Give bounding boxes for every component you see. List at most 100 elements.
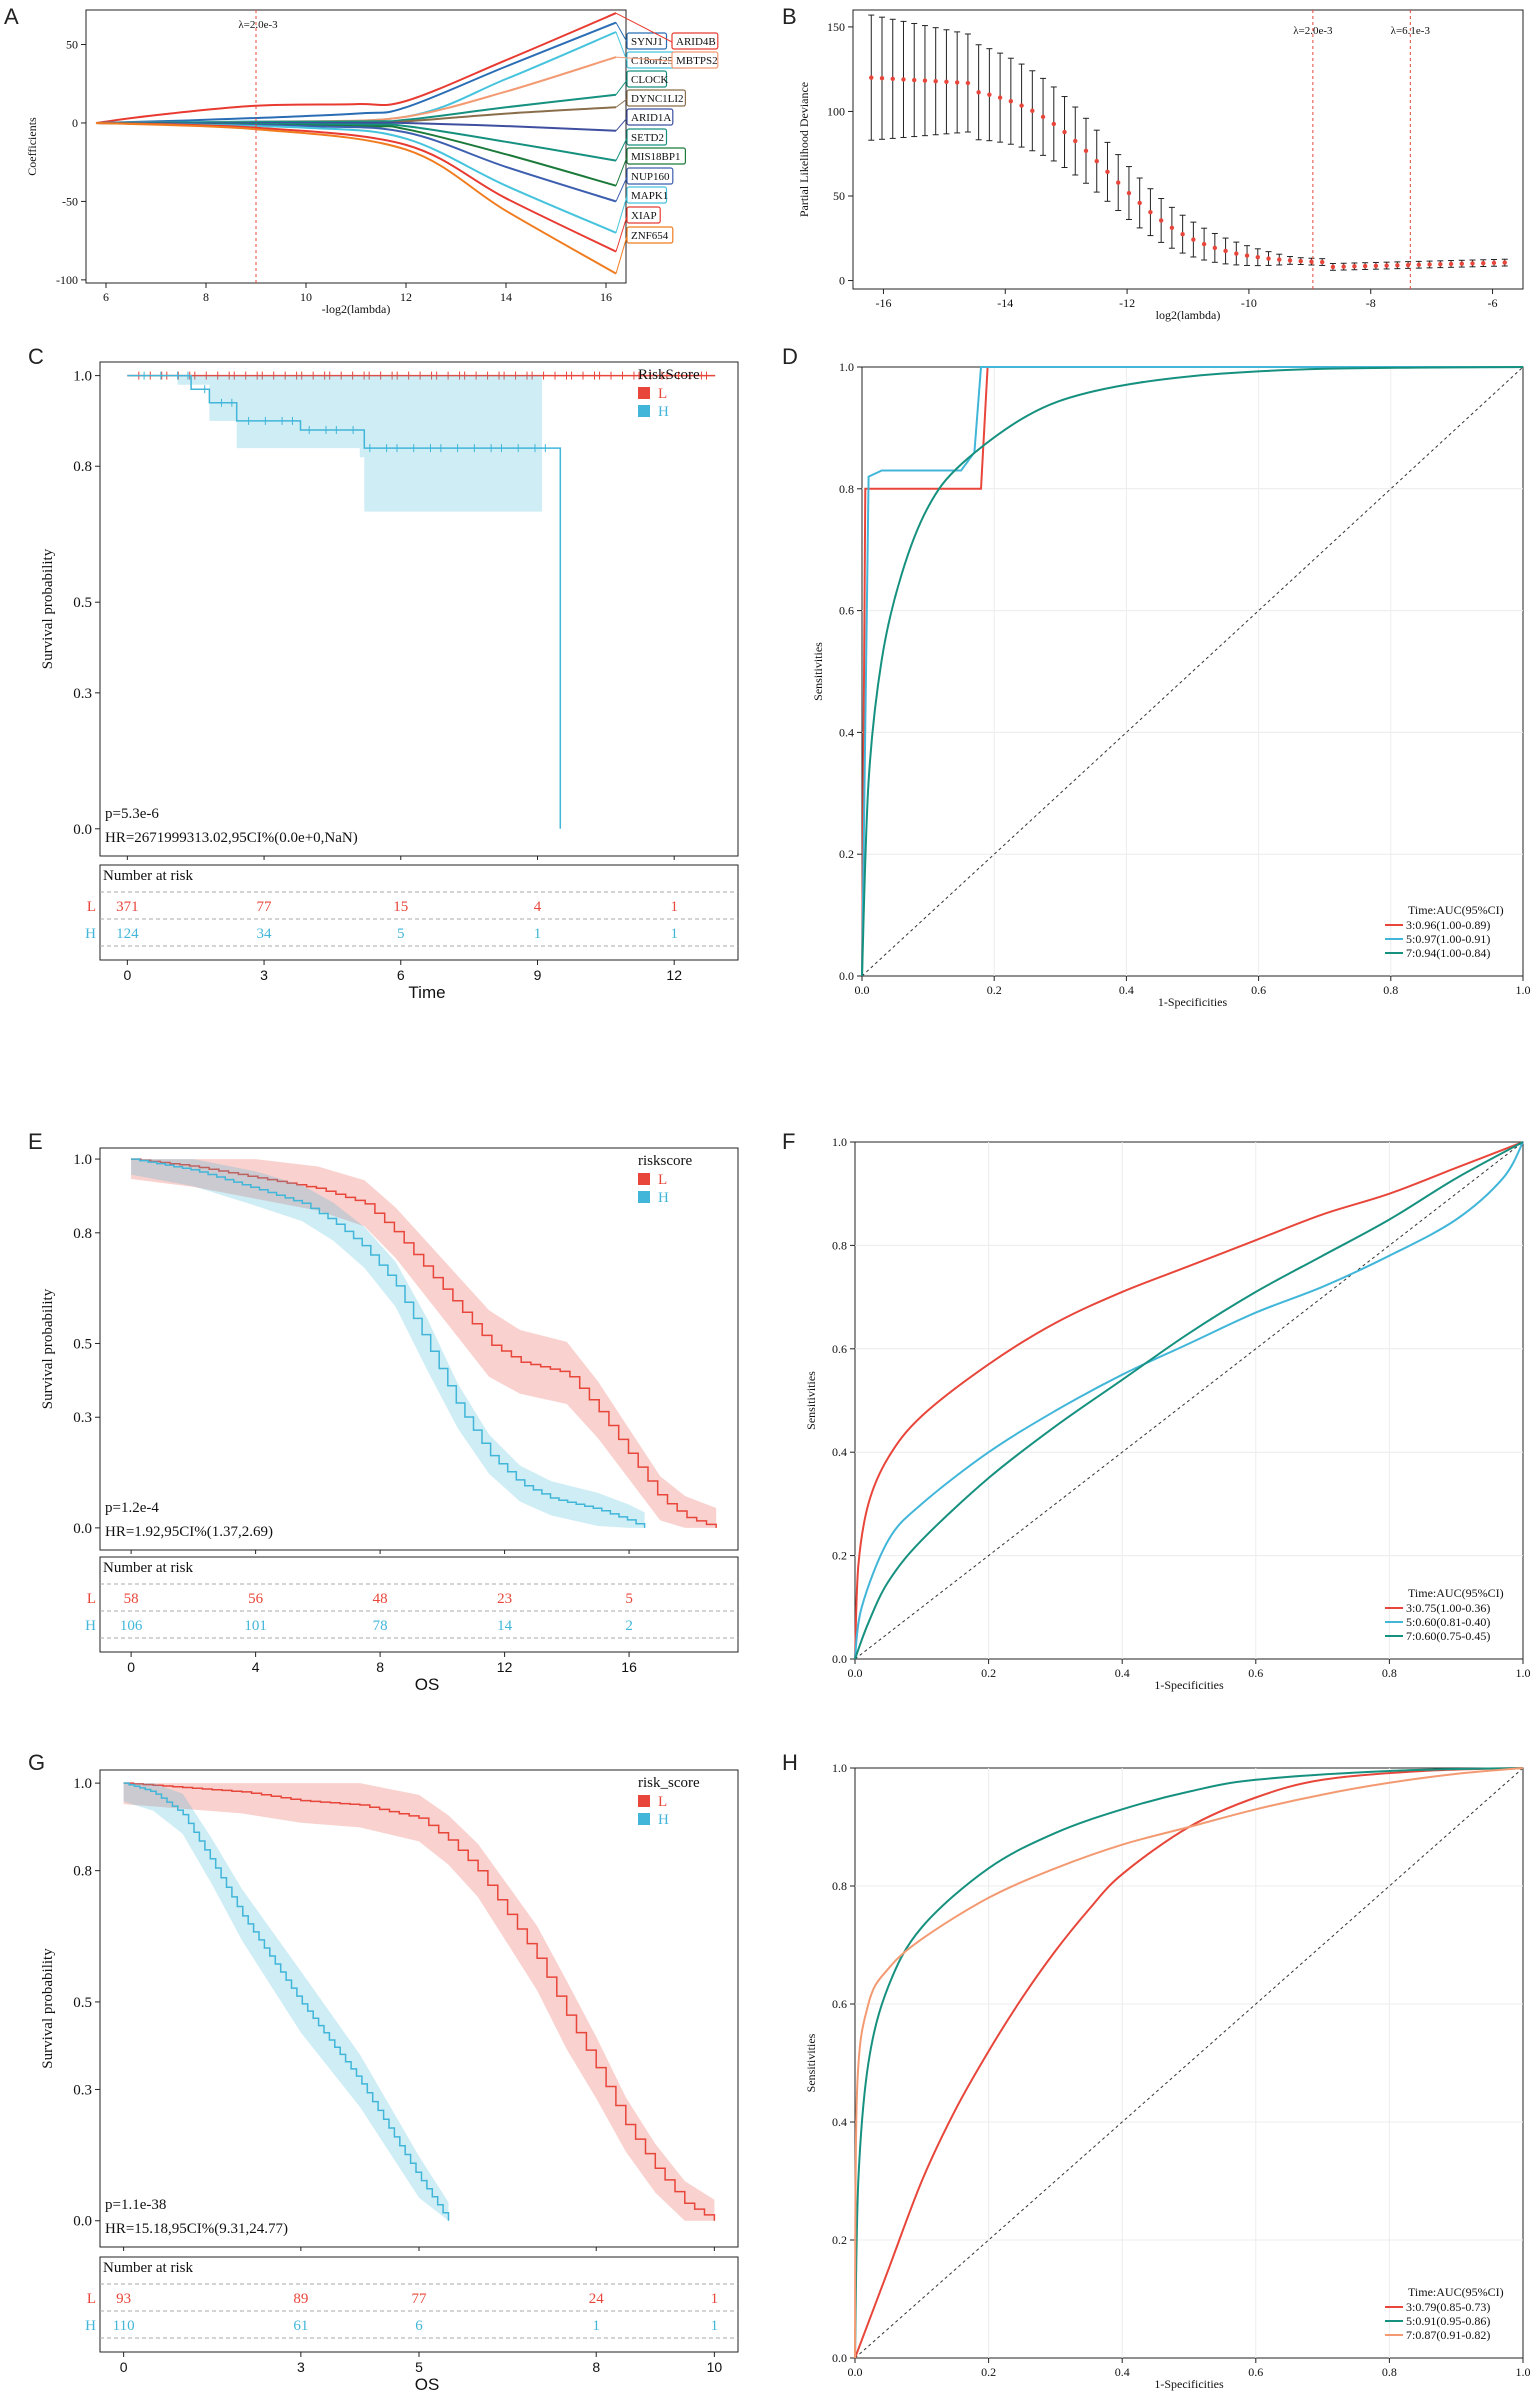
roc-curve-2 [854,1767,1524,2359]
x-tick-label: 0.2 [981,1666,996,1680]
panel-c-km-survival: 0.0 0.3 0.5 0.8 1.0 Survival probability RiskS… [40,361,739,1002]
x-tick-label: 6 [103,290,109,304]
risk-row-label-h: H [85,2318,96,2334]
gene-label-box [626,226,674,244]
deviance-point [1448,261,1454,267]
roc-diagonal [854,1141,1524,1660]
roc-legend-entry: 5:0.91(0.95-0.86) [1406,2314,1490,2328]
risk-table-title: Number at risk [103,2260,193,2276]
deviance-point [1062,129,1067,135]
deviance-point [1459,261,1464,266]
x-axis-label: log2(lambda) [1156,308,1221,322]
x-tick-label: 1.0 [1516,983,1531,997]
deviance-point [1158,218,1164,223]
panel-f-roc: 0.0 0.2 0.4 0.6 0.8 1.0 0.0 0.2 0.4 0.6 0.8 1.0 1-Sp… [804,1135,1531,1692]
risk-count: 58 [124,1591,139,1607]
plot-frame [854,1141,1524,1660]
roc-curve-3 [854,1141,1524,1660]
deviance-point [954,80,960,85]
panel-e-km-survival: 0.0 0.3 0.5 0.8 1.0 Survival probability risks… [40,1147,739,1694]
gene-label: ARID1A [631,112,671,124]
x-tick-label: 0.6 [1251,983,1266,997]
risk-count: 23 [497,1591,512,1607]
lambda-label-1: λ=2.0e-3 [1293,25,1333,37]
gene-label-box [671,51,719,69]
gene-label: DYNC1LI2 [631,93,684,105]
risk-count: 1 [711,2291,719,2307]
deviance-point [1105,169,1110,175]
survival-curve-l [123,1782,716,2221]
deviance-point [1051,121,1056,127]
risk-count: 48 [373,1591,388,1607]
y-tick-label: 0.4 [839,725,854,739]
y-tick-label: -100 [56,273,78,287]
risk-x-tick-label: 12 [666,967,682,983]
roc-legend-title: Time:AUC(95%CI) [1408,1586,1504,1600]
deviance-point [1491,260,1497,266]
x-tick-label: 0.6 [1248,2365,1263,2379]
deviance-point [1019,103,1024,108]
gene-label-box [671,32,719,50]
deviance-point [1073,138,1078,144]
deviance-point [987,92,992,97]
risk-count: 101 [244,1618,267,1634]
roc-legend-entry: 3:0.96(1.00-0.89) [1406,918,1490,932]
risk-count: 110 [113,2318,135,2334]
gene-label-box [626,206,661,224]
y-tick-label: -50 [62,194,78,208]
deviance-point [1030,108,1035,113]
y-axis-label: Coefficients [25,117,39,176]
y-tick-label: 0.0 [73,822,92,838]
x-tick-label: -16 [875,296,891,310]
risk-x-tick-label: 8 [376,1659,384,1675]
gene-label-box [626,167,674,185]
roc-diagonal [861,366,1524,977]
deviance-point [1277,257,1282,262]
panel-a-lasso-coefficients: 6 8 10 12 14 16 -100 -50 0 50 -log2(lambda) Coeffic… [25,9,719,316]
deviance-point [1234,251,1239,256]
y-tick-label: 0.4 [832,2115,847,2129]
x-tick-label: 0.4 [1115,1666,1130,1680]
gene-label-box [626,32,668,50]
lambda-min-label: λ=2.0e-3 [238,19,278,31]
risk-x-tick-label: 0 [127,1659,135,1675]
panel-b-partial-likelihood: -16 -14 -12 -10 -8 -6 0 50 100 150 log2(lambda) Par… [797,9,1524,322]
gene-label-box [626,128,668,146]
x-axis-label: 1-Specificities [1154,1678,1224,1692]
p-value-text: p=1.2e-4 [105,1500,159,1516]
y-tick-label: 0 [839,274,845,288]
roc-legend-entry: 5:0.60(0.81-0.40) [1406,1615,1490,1629]
gene-connector [615,98,628,108]
roc-legend-entry: 3:0.75(1.00-0.36) [1406,1601,1490,1615]
legend-swatch-l [638,387,650,399]
risk-count: 1 [711,2318,719,2334]
risk-x-tick-label: 3 [297,2359,305,2375]
y-tick-label: 0.0 [832,1652,847,1666]
deviance-point [1244,253,1250,258]
risk-row-label-l: L [87,1591,96,1607]
deviance-point [1040,114,1046,120]
y-axis-label: Sensitivities [804,2033,818,2092]
y-tick-label: 0.5 [73,595,92,611]
x-axis-label: -log2(lambda) [322,302,391,316]
x-tick-label: 0.2 [987,983,1002,997]
y-tick-label: 0.2 [832,2233,847,2247]
gene-label: ZNF654 [631,230,669,242]
legend-title: RiskScore [638,367,700,383]
legend-title: risk_score [638,1775,700,1791]
x-axis-label: 1-Specificities [1158,995,1228,1009]
risk-count: 124 [116,926,139,942]
risk-count: 24 [589,2291,605,2307]
coef-path-synj1 [95,21,617,124]
risk-count: 93 [116,2291,131,2307]
risk-x-tick-label: 16 [621,1659,637,1675]
deviance-point [1094,158,1099,164]
risk-count: 77 [412,2291,428,2307]
risk-table-frame [99,1556,739,1653]
gene-label: SYNJ1 [631,36,663,48]
x-tick-label: 12 [400,290,412,304]
risk-x-tick-label: 0 [120,2359,128,2375]
x-tick-label: 8 [203,290,209,304]
deviance-point [1298,258,1303,264]
legend-swatch-h [638,1813,650,1825]
